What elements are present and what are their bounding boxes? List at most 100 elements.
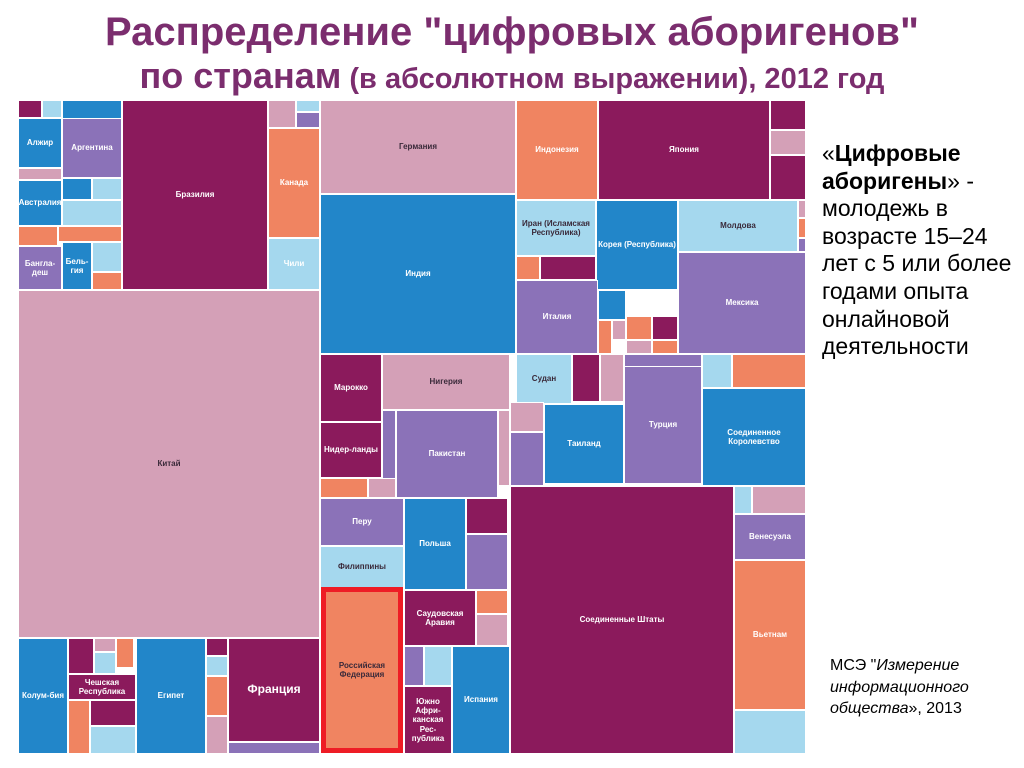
cell-small-country	[404, 646, 424, 686]
cell-brazil: Бразилия	[122, 100, 268, 290]
cell-small-country	[206, 716, 228, 754]
cell-small-country	[90, 726, 136, 754]
cell-small-country	[516, 256, 540, 280]
source-title: Измерение информационного общества	[830, 657, 969, 718]
cell-small-country	[476, 590, 508, 614]
source-prefix: МСЭ "	[830, 657, 877, 674]
cell-small-country	[798, 238, 806, 252]
cell-spain: Испания	[452, 646, 510, 754]
cell-small-country	[466, 534, 508, 590]
cell-philippines: Филиппины	[320, 546, 404, 588]
definition-text: «Цифровые аборигены» - молодежь в возрас…	[822, 140, 1022, 361]
cell-korea: Корея (Республика)	[596, 200, 678, 290]
cell-turkey: Турция	[624, 366, 702, 484]
cell-belgium: Бель-гия	[62, 242, 92, 290]
cell-small-country	[206, 638, 228, 656]
cell-small-country	[18, 226, 58, 246]
cell-netherlands: Нидер-ланды	[320, 422, 382, 478]
cell-small-country	[770, 130, 806, 155]
cell-mexico: Мексика	[678, 252, 806, 354]
definition-term: Цифровые аборигены	[822, 140, 961, 194]
cell-peru: Перу	[320, 498, 404, 546]
cell-argentina: Аргентина	[62, 118, 122, 178]
cell-southafrica: Южно Афри-канская Рес-публика	[404, 686, 452, 754]
cell-small-country	[92, 242, 122, 272]
cell-small-country	[368, 478, 396, 498]
cell-small-country	[770, 100, 806, 130]
cell-small-country	[732, 354, 806, 388]
cell-small-country	[424, 646, 452, 686]
cell-small-country	[612, 320, 626, 340]
cell-small-country	[268, 100, 296, 128]
cell-small-country	[320, 478, 368, 498]
cell-small-country	[598, 320, 612, 354]
cell-small-country	[228, 742, 320, 754]
cell-small-country	[42, 100, 62, 118]
definition-close-quote: »	[947, 167, 960, 194]
cell-sudan: Судан	[516, 354, 572, 404]
cell-small-country	[92, 178, 122, 200]
cell-small-country	[296, 112, 320, 128]
cell-small-country	[206, 676, 228, 716]
cell-small-country	[626, 316, 652, 340]
cell-indonesia: Индонезия	[516, 100, 598, 200]
cell-small-country	[498, 410, 510, 486]
chart-title-line2-main: по странам	[139, 55, 342, 96]
cell-morocco: Марокко	[320, 354, 382, 422]
cell-czech: Чешская Республика	[68, 674, 136, 700]
chart-title-line2: по странам (в абсолютном выражении), 201…	[0, 58, 1024, 94]
cell-small-country	[382, 410, 396, 486]
cell-uk: Соединенное Королевство	[702, 388, 806, 486]
cell-small-country	[92, 272, 122, 290]
cell-nigeria: Нигерия	[382, 354, 510, 410]
cell-small-country	[18, 168, 62, 180]
cell-small-country	[206, 656, 228, 676]
cell-bangladesh: Бангла-деш	[18, 246, 62, 290]
cell-small-country	[116, 638, 134, 668]
russia-highlight-frame	[321, 587, 403, 753]
cell-small-country	[476, 614, 508, 646]
cell-small-country	[94, 638, 116, 652]
cell-france: Франция	[228, 638, 320, 742]
cell-small-country	[18, 100, 42, 118]
cell-small-country	[68, 638, 94, 674]
source-suffix: », 2013	[908, 700, 962, 718]
cell-italy: Италия	[516, 280, 598, 354]
cell-chile: Чили	[268, 238, 320, 290]
cell-pakistan: Пакистан	[396, 410, 498, 498]
cell-india: Индия	[320, 194, 516, 354]
cell-japan: Япония	[598, 100, 770, 200]
cell-small-country	[62, 178, 92, 200]
cell-small-country	[510, 432, 544, 486]
cell-small-country	[296, 100, 320, 112]
cell-small-country	[626, 340, 652, 354]
cell-moldova: Молдова	[678, 200, 798, 252]
cell-small-country	[598, 290, 626, 320]
cell-thailand: Таиланд	[544, 404, 624, 484]
definition-open-quote: «	[822, 140, 835, 166]
cell-china: Китай	[18, 290, 320, 638]
cell-venezuela: Венесуэла	[734, 514, 806, 560]
cell-saudi: Саудовская Аравия	[404, 590, 476, 646]
cell-egypt: Египет	[136, 638, 206, 754]
cell-poland: Польша	[404, 498, 466, 590]
cell-small-country	[572, 354, 600, 402]
cell-vietnam: Вьетнам	[734, 560, 806, 710]
cell-germany: Германия	[320, 100, 516, 194]
cell-alzhir: Алжир	[18, 118, 62, 168]
cell-australia: Австралия	[18, 180, 62, 226]
cell-small-country	[770, 155, 806, 200]
chart-title-line2-subtitle: (в абсолютном выражении), 2012 год	[341, 63, 885, 95]
cell-small-country	[90, 700, 136, 726]
source-citation: МСЭ "Измерение информационного общества»…	[830, 655, 1020, 720]
cell-canada: Канада	[268, 128, 320, 238]
cell-small-country	[62, 100, 122, 120]
cell-small-country	[68, 700, 90, 754]
cell-iran: Иран (Исламская Республика)	[516, 200, 596, 256]
cell-small-country	[798, 218, 806, 238]
cell-small-country	[652, 316, 678, 340]
cell-small-country	[62, 200, 122, 226]
cell-usa: Соединенные Штаты	[510, 486, 734, 754]
cell-small-country	[652, 340, 678, 354]
